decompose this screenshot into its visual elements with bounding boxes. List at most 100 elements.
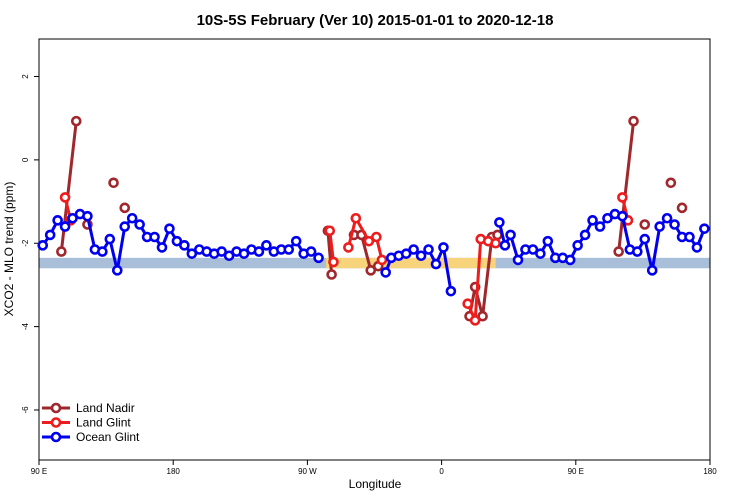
ocean-glint-point (512, 254, 524, 266)
land-glint-point (343, 242, 354, 253)
ocean-glint-point (97, 246, 108, 257)
ocean-glint-point (261, 240, 272, 251)
land-nadir-line (326, 230, 334, 275)
y-axis-label: XCO2 - MLO trend (ppm) (2, 182, 16, 317)
ocean-glint-series (37, 208, 710, 297)
y-tick-label: -6 (21, 406, 30, 414)
land-glint-point (363, 235, 375, 247)
y-tick-label: 2 (21, 74, 30, 79)
ocean-glint-point (699, 223, 710, 234)
ocean-glint-point (669, 219, 680, 230)
ocean-glint-point (564, 254, 576, 266)
ocean-glint-point (82, 210, 93, 222)
ocean-glint-point (44, 229, 56, 241)
ocean-glint-point (527, 244, 539, 255)
ocean-glint-point (445, 285, 457, 297)
land-glint-series (59, 192, 634, 326)
land-nadir-line (617, 120, 636, 252)
ocean-glint-point (408, 244, 419, 255)
ocean-glint-point (37, 240, 49, 251)
ocean-glint-point (505, 229, 516, 241)
ocean-glint-point (164, 223, 175, 234)
ocean-glint-point (238, 248, 250, 259)
land-glint-point (490, 237, 501, 249)
land-nadir-point (628, 115, 639, 127)
ocean-glint-point (594, 221, 606, 232)
chart-title: 10S-5S February (Ver 10) 2015-01-01 to 2… (197, 12, 554, 29)
x-tick-label: 90 E (568, 467, 584, 476)
ocean-glint-point (290, 235, 302, 247)
ocean-glint-point (223, 250, 235, 262)
x-tick-label: 90 W (298, 467, 317, 476)
y-axis: 2 0 -2 -4 -6 (21, 74, 39, 414)
x-axis: 90 E 180 90 W 0 90 E 180 (31, 460, 717, 476)
x-tick-label: 180 (703, 467, 717, 476)
ocean-glint-point (186, 248, 198, 259)
land-nadir-point (70, 115, 82, 127)
land-nadir-line (59, 120, 78, 252)
land-glint-point (462, 298, 473, 309)
y-tick-label: -2 (21, 239, 30, 247)
ocean-glint-point (542, 235, 554, 247)
ocean-glint-point (684, 231, 695, 243)
legend-swatch-marker (50, 417, 62, 428)
land-nadir-point (326, 269, 337, 280)
ocean-glint-point (171, 235, 183, 247)
x-axis-label: Longitude (349, 477, 402, 491)
x-tick-label: 90 E (31, 467, 47, 476)
x-tick-label: 0 (439, 467, 444, 476)
ocean-glint-point (104, 233, 116, 245)
land-nadir-point (665, 177, 677, 189)
ocean-glint-point (313, 252, 324, 264)
ocean-glint-point (632, 246, 643, 257)
ocean-glint-point (415, 250, 427, 262)
legend-item-land-nadir: Land Nadir (42, 401, 135, 415)
ocean-glint-point (52, 215, 63, 226)
legend-item-land-glint: Land Glint (42, 416, 131, 430)
land-glint-point (371, 231, 382, 243)
plot-frame (38, 38, 711, 461)
ocean-glint-point (654, 221, 665, 232)
ocean-glint-point (430, 258, 442, 270)
land-band-segment (326, 257, 397, 269)
ocean-glint-point (499, 240, 511, 251)
legend-label: Ocean Glint (76, 430, 140, 444)
ocean-glint-point (579, 229, 591, 241)
land-glint-point (469, 315, 481, 326)
legend-swatch-marker (50, 402, 62, 414)
land-nadir-point (56, 246, 67, 257)
ocean-glint-point (119, 221, 131, 232)
ocean-glint-point (111, 265, 123, 276)
y-tick-label: 0 (21, 157, 30, 162)
legend-item-ocean-glint: Ocean Glint (42, 430, 140, 444)
ocean-glint-point (572, 240, 583, 251)
ocean-glint-point (67, 212, 78, 224)
y-tick-label: -4 (21, 323, 30, 331)
land-nadir-point (639, 219, 651, 230)
ocean-glint-point (661, 212, 673, 224)
series-layer (37, 115, 710, 326)
ocean-glint-point (691, 242, 703, 253)
legend-label: Land Nadir (76, 401, 135, 415)
ocean-glint-point (494, 217, 505, 228)
ocean-glint-point (179, 240, 190, 251)
ocean-glint-point (216, 246, 227, 257)
x-tick-label: 180 (167, 467, 181, 476)
ocean-glint-point (617, 210, 628, 222)
ocean-glint-point (134, 219, 145, 230)
ocean-glint-point (149, 231, 160, 243)
ocean-glint-point (602, 212, 613, 224)
legend-label: Land Glint (76, 416, 131, 430)
land-glint-point (350, 212, 362, 224)
ocean-glint-point (587, 215, 598, 226)
legend-swatch-marker (50, 431, 62, 443)
land-glint-point (376, 254, 388, 266)
land-nadir-point (676, 202, 688, 214)
land-nadir-point (108, 177, 119, 189)
ocean-glint-point (438, 242, 449, 253)
ocean-glint-point (400, 248, 412, 259)
ocean-glint-point (156, 242, 168, 253)
land-glint-point (59, 192, 71, 203)
